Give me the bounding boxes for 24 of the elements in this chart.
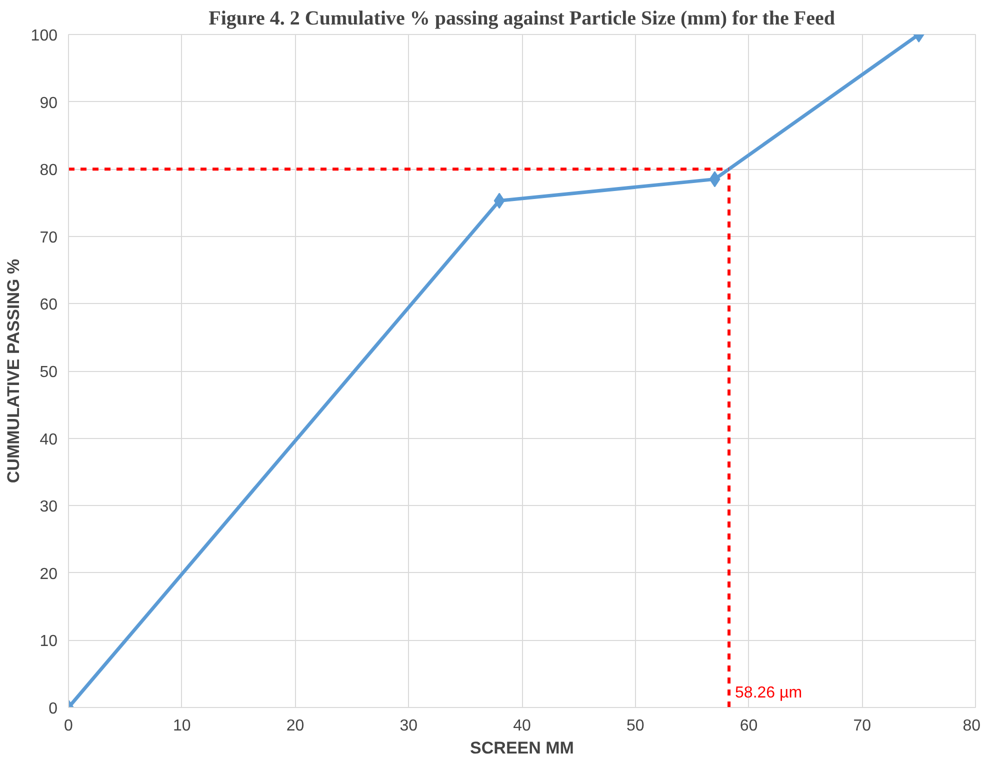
y-tick-label: 100 [30, 28, 58, 44]
y-tick-label: 80 [40, 162, 58, 180]
y-axis-title: CUMMULATIVE PASSING % [4, 258, 23, 484]
y-tick-label: 60 [40, 296, 58, 314]
y-tick-label: 40 [40, 431, 58, 448]
x-tick-label: 70 [853, 718, 872, 734]
y-tick-label: 20 [40, 566, 58, 583]
x-tick-label: 80 [962, 718, 981, 734]
y-tick-label: 70 [40, 229, 58, 246]
y-tick-label: 10 [40, 633, 58, 650]
y-tick-label: 50 [40, 364, 58, 381]
chart-title: Figure 4. 2 Cumulative % passing against Particle Size (mm) for the Feed [208, 8, 836, 30]
x-tick-label: 60 [740, 718, 758, 734]
x-tick-label: 0 [64, 718, 74, 734]
x-tick-label: 30 [400, 718, 418, 734]
x-tick-label: 10 [172, 718, 191, 734]
x-tick-label: 50 [626, 718, 644, 734]
ref-line-label: 58.26 µm [735, 684, 802, 702]
y-tick-label: 0 [48, 700, 58, 718]
x-tick-label: 40 [513, 718, 531, 734]
y-tick-label: 30 [40, 498, 58, 516]
x-tick-label: 20 [286, 718, 304, 734]
x-axis-title: SCREEN MM [470, 738, 574, 758]
y-tick-label: 90 [40, 94, 58, 112]
